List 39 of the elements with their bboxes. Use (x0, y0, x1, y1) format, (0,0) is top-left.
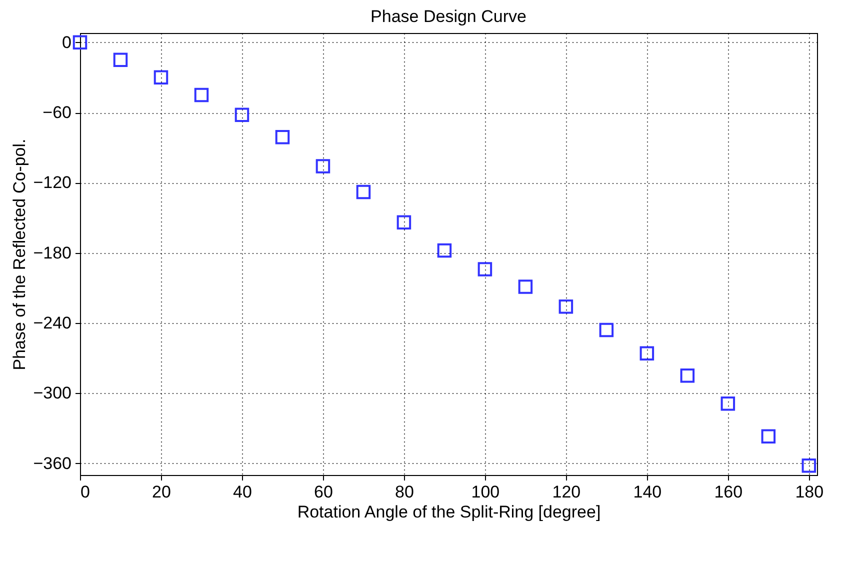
point (437, 243, 452, 258)
x-tick-label: 160 (714, 482, 743, 502)
x-tick-label: 80 (394, 482, 414, 502)
x-tick-label: 140 (633, 482, 662, 502)
point (113, 52, 128, 68)
x-tick-label: 40 (233, 482, 252, 502)
point (154, 70, 168, 85)
y-tick-label: −120 (33, 173, 72, 192)
point (396, 215, 412, 230)
y-tick-label: −180 (33, 243, 72, 262)
point (640, 346, 654, 361)
point (720, 396, 736, 411)
y-tick-label: 0 (62, 32, 72, 52)
point (194, 88, 209, 102)
point (275, 130, 290, 144)
y-axis-title: Phase of the Reflected Co-pol. (10, 138, 30, 370)
point (518, 280, 533, 294)
x-tick-label: 100 (471, 482, 500, 502)
point (599, 322, 614, 338)
x-tick-label: 0 (80, 482, 90, 502)
point (802, 458, 816, 473)
point (316, 159, 330, 174)
x-axis-title: Rotation Angle of the Split-Ring [degree] (297, 502, 601, 522)
y-tick-label: −60 (42, 103, 72, 122)
point (680, 368, 695, 383)
y-tick-label: −240 (33, 313, 72, 332)
x-tick-label: 120 (552, 482, 581, 502)
x-tick-label: 180 (795, 482, 824, 502)
point (234, 108, 250, 122)
x-tick-label: 20 (152, 482, 171, 502)
point (72, 35, 88, 50)
point (558, 299, 574, 314)
x-tick-label: 60 (314, 482, 333, 502)
point (356, 184, 371, 200)
chart-title: Phase Design Curve (370, 7, 526, 26)
point (761, 429, 776, 444)
y-tick-label: −300 (33, 384, 72, 403)
point (478, 262, 492, 276)
y-tick-label: −360 (33, 454, 72, 473)
